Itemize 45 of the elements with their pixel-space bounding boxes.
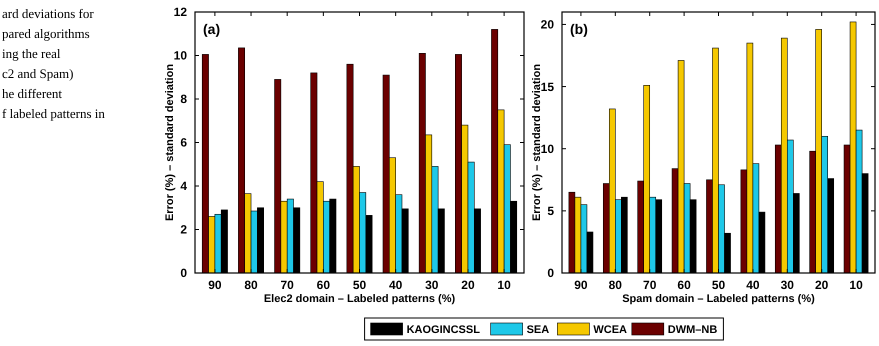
y-tick-label: 12 bbox=[174, 5, 188, 20]
text: ing the real bbox=[2, 46, 61, 61]
y-tick-label: 2 bbox=[180, 222, 188, 237]
x-tick-label: 20 bbox=[461, 278, 475, 292]
x-tick-label: 70 bbox=[280, 278, 294, 292]
legend-label: SEA bbox=[526, 324, 550, 336]
y-tick-label: 8 bbox=[180, 92, 188, 106]
x-tick-label: 80 bbox=[608, 278, 622, 292]
y-tick-label: 4 bbox=[180, 179, 188, 194]
x-tick-label: 70 bbox=[643, 278, 657, 292]
text: pared algorithms bbox=[2, 26, 90, 41]
x-axis-title: Elec2 domain – Labeled patterns (%) bbox=[264, 293, 456, 305]
text: he different bbox=[2, 86, 62, 101]
y-tick-label: 0 bbox=[547, 266, 554, 280]
y-tick-label: 10 bbox=[174, 48, 188, 63]
x-tick-label: 90 bbox=[574, 278, 588, 292]
legend-label: KAOGINCSSL bbox=[406, 324, 480, 336]
legend-label: WCEA bbox=[593, 324, 628, 336]
text: c2 and Spam) bbox=[2, 66, 74, 81]
x-tick-label: 20 bbox=[815, 278, 829, 292]
y-tick-label: 15 bbox=[540, 80, 554, 94]
x-tick-label: 60 bbox=[677, 278, 692, 292]
x-tick-label: 40 bbox=[388, 278, 403, 292]
x-tick-label: 40 bbox=[746, 278, 760, 292]
x-tick-label: 10 bbox=[497, 278, 512, 292]
x-tick-label: 50 bbox=[712, 278, 726, 292]
y-tick-label: 0 bbox=[180, 266, 188, 280]
y-tick-label: 10 bbox=[540, 142, 554, 156]
y-axis-title: Error (%) – standard deviation bbox=[164, 64, 176, 222]
text: ard deviations for bbox=[2, 6, 94, 21]
x-tick-label: 80 bbox=[244, 278, 258, 292]
x-tick-label: 30 bbox=[425, 278, 439, 292]
text: f labeled patterns in bbox=[2, 106, 106, 121]
y-tick-label: 5 bbox=[547, 204, 554, 218]
y-tick-label: 6 bbox=[180, 136, 188, 150]
legend-label: DWM–NB bbox=[668, 324, 718, 336]
x-tick-label: 30 bbox=[780, 278, 794, 292]
x-tick-label: 60 bbox=[316, 278, 330, 292]
x-tick-label: 50 bbox=[352, 278, 366, 292]
text: (b) bbox=[570, 21, 588, 37]
x-axis-title: Spam domain – Labeled patterns (%) bbox=[622, 293, 816, 305]
text: (a) bbox=[203, 21, 220, 37]
y-tick-label: 20 bbox=[540, 18, 554, 32]
x-tick-label: 90 bbox=[208, 278, 222, 292]
x-tick-label: 10 bbox=[849, 278, 864, 292]
